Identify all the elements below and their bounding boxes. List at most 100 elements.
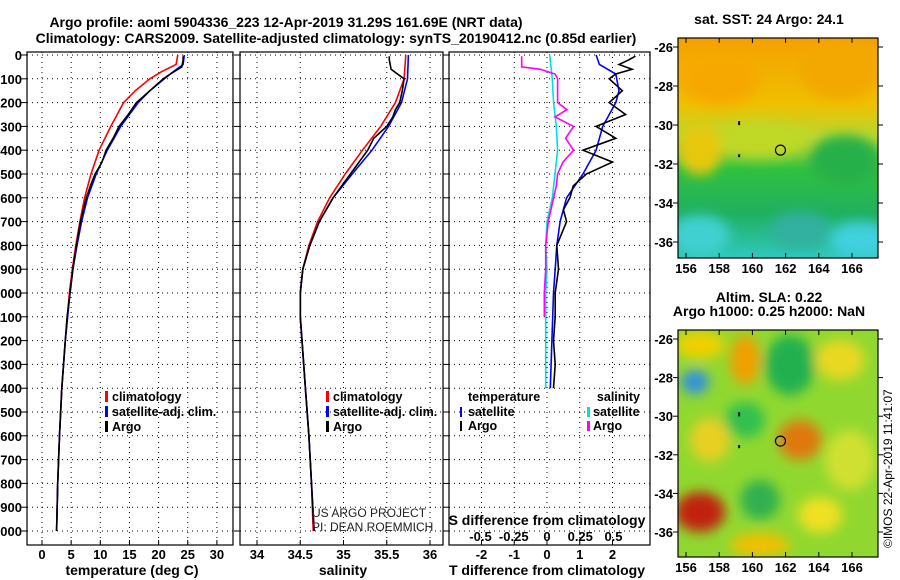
- y-tick-label: 700: [0, 215, 22, 230]
- y-tick-label: 1900: [0, 500, 22, 515]
- series-line-argo: [299, 56, 405, 532]
- legend-salinity-panel: climatology satellite-adj. clim. Argo: [326, 390, 437, 434]
- x-tick-label: 30: [210, 547, 224, 562]
- y-tick-label: 1400: [0, 381, 22, 396]
- map-lon-label: 166: [841, 560, 863, 575]
- legend-swatch-s-argo: [587, 421, 590, 431]
- profile-panel-2: -2 -1 0 1 2 -0.5 -0.25 0 0.25 0.5: [443, 51, 651, 562]
- map-lon-label: 156: [675, 261, 697, 276]
- sla-map-title: Altim. SLA: 0.22: [716, 289, 823, 305]
- legend-label: Argo: [468, 419, 498, 433]
- map-frame: [677, 329, 879, 558]
- x-tick-label: 10: [93, 547, 107, 562]
- legend-label: Argo: [593, 419, 623, 433]
- map-lat-label: -36: [654, 235, 673, 250]
- y-tick-label: 2000: [0, 524, 22, 539]
- y-tick-label: 1100: [0, 310, 22, 325]
- legend-title-temperature: temperature: [468, 390, 540, 404]
- imos-credit: ©IMOS 22-Apr-2019 11:41:07: [881, 389, 895, 548]
- map-lon-label: 160: [742, 560, 764, 575]
- legend-temperature-panel: climatology satellite-adj. clim. Argo: [105, 390, 216, 434]
- legend-swatch-climatology: [105, 391, 108, 402]
- legend-difference-panel: temperature satellite Argo salinity sate…: [460, 390, 640, 433]
- series-line-satellite-adj-clim-: [299, 54, 410, 532]
- legend-swatch-s-satellite: [587, 407, 590, 417]
- y-tick-label: 1300: [0, 357, 22, 372]
- map-lat-label: -28: [654, 371, 673, 386]
- x2-tick-label: -0.5: [469, 529, 491, 544]
- series-line-argo: [55, 56, 184, 532]
- x-tick-label: 5: [68, 547, 75, 562]
- x-tick-label: 35: [336, 547, 350, 562]
- series-line-temperature-satellite: [549, 54, 620, 389]
- x-tick-label: -1: [508, 547, 520, 562]
- map-lat-label: -34: [654, 486, 674, 501]
- x-tick-label: 25: [181, 547, 195, 562]
- series-line-satellite-adj-clim-: [55, 54, 186, 532]
- map-lat-label: -26: [654, 332, 673, 347]
- map-lat-label: -30: [654, 118, 673, 133]
- y-tick-label: 1000: [0, 286, 22, 301]
- x-tick-label: 20: [151, 547, 165, 562]
- x-tick-label: -2: [476, 547, 488, 562]
- x2-tick-label: 0.5: [604, 529, 622, 544]
- map-lon-label: 162: [775, 261, 797, 276]
- x-tick-label: 34.5: [288, 547, 313, 562]
- map-frame: [677, 37, 879, 259]
- legend-title-salinity: salinity: [597, 390, 640, 404]
- pi-annotation: PI: DEAN ROEMMICH: [312, 520, 433, 534]
- y-tick-label: 0: [15, 48, 22, 63]
- map-lon-label: 158: [708, 261, 730, 276]
- x2-tick-label: -0.25: [499, 529, 529, 544]
- map-lat-label: -26: [654, 40, 673, 55]
- map-lat-label: -32: [654, 157, 673, 172]
- y-tick-label: 900: [0, 262, 22, 277]
- x-tick-label: 1: [576, 547, 583, 562]
- x-axis-label-temperature: temperature (deg C): [65, 562, 198, 578]
- legend-label: Argo: [333, 420, 363, 434]
- y-tick-label: 1600: [0, 429, 22, 444]
- legend-swatch-t-satellite: [460, 407, 462, 417]
- legend-label: satellite-adj. clim.: [333, 405, 437, 419]
- legend-swatch-t-argo: [460, 421, 462, 431]
- legend-swatch-argo: [326, 421, 329, 432]
- series-line-temperature-argo: [552, 55, 636, 389]
- x-tick-label: 2: [609, 547, 616, 562]
- sst-map-title: sat. SST: 24 Argo: 24.1: [694, 11, 844, 27]
- y-tick-label: 800: [0, 238, 22, 253]
- legend-label: Argo: [112, 420, 142, 434]
- sst-map: [678, 38, 878, 258]
- island-mark: [738, 445, 741, 449]
- argo-position-marker: [774, 435, 787, 447]
- map-lon-label: 156: [675, 560, 697, 575]
- y-tick-label: 1700: [0, 453, 22, 468]
- plot-frame: [448, 51, 651, 546]
- y-tick-label: 1200: [0, 334, 22, 349]
- series-line-salinity-satellite: [544, 54, 559, 389]
- map-lat-label: -34: [654, 196, 674, 211]
- x-axis-label-s-difference: S difference from climatology: [449, 512, 646, 528]
- x-tick-label: 0: [38, 547, 45, 562]
- x-tick-label: 15: [122, 547, 136, 562]
- legend-label: satellite-adj. clim.: [112, 405, 216, 419]
- map-lon-label: 158: [708, 560, 730, 575]
- argo-position-marker: [774, 144, 787, 156]
- x-tick-label: 35.5: [374, 547, 399, 562]
- map-lat-label: -28: [654, 79, 673, 94]
- island-mark: [738, 154, 741, 158]
- map-lon-label: 164: [808, 560, 830, 575]
- map-lon-label: 160: [742, 261, 764, 276]
- legend-label: climatology: [333, 390, 403, 404]
- y-tick-label: 100: [0, 72, 22, 87]
- island-mark: [738, 121, 741, 126]
- y-tick-label: 400: [0, 143, 22, 158]
- legend-label: climatology: [112, 390, 182, 404]
- legend-swatch-satellite: [105, 406, 108, 417]
- island-mark: [738, 412, 741, 417]
- y-tick-label: 500: [0, 167, 22, 182]
- sla-map: [678, 330, 878, 557]
- x-tick-label: 34: [250, 547, 265, 562]
- legend-swatch-argo: [105, 421, 108, 432]
- profile-panel-0: 0 5 10 15 20 25 300100200300400500600700800900…: [0, 48, 234, 562]
